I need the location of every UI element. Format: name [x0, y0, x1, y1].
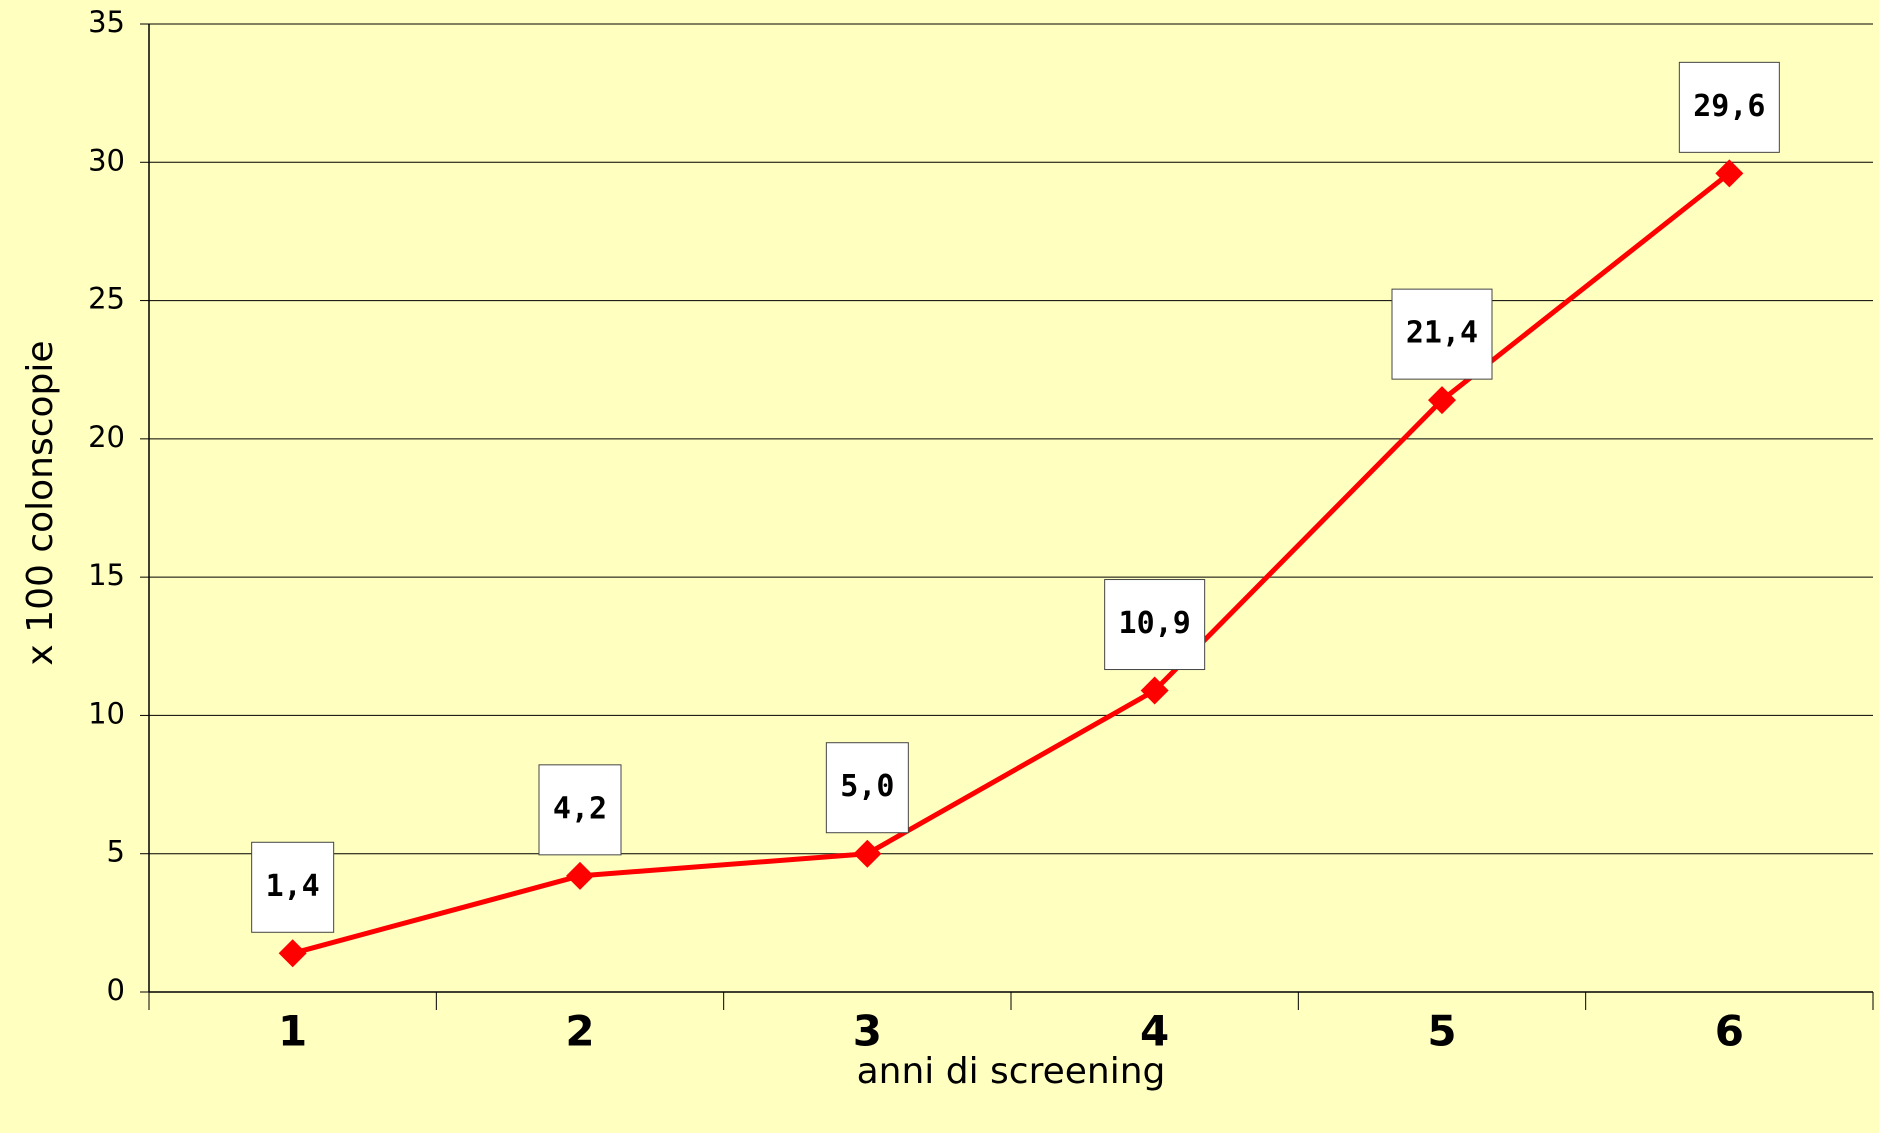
data-label-box — [1104, 579, 1206, 671]
y-tick-label: 35 — [88, 5, 125, 39]
y-tick-label: 30 — [88, 143, 125, 177]
data-label: 5,0 — [840, 769, 894, 804]
data-label: 10,9 — [1119, 606, 1191, 641]
data-label-box — [1391, 288, 1493, 380]
y-tick-label: 15 — [88, 558, 125, 592]
y-tick-label: 10 — [88, 696, 125, 730]
x-axis-title: anni di screening — [857, 1051, 1166, 1092]
data-label: 1,4 — [266, 869, 320, 904]
data-label-box — [251, 841, 335, 933]
y-tick-label: 5 — [107, 835, 125, 869]
x-tick-label: 6 — [1715, 1007, 1744, 1056]
data-label: 29,6 — [1693, 89, 1765, 124]
marker — [853, 839, 882, 868]
x-tick-label: 5 — [1427, 1007, 1456, 1056]
line — [292, 171, 1731, 956]
y-tick-label: 0 — [107, 973, 125, 1007]
data-label-box — [1678, 61, 1780, 153]
x-tick-label: 3 — [853, 1007, 882, 1056]
x-tick-label: 1 — [278, 1007, 307, 1056]
marker — [1715, 159, 1744, 188]
y-axis-title: x 100 colonscopie — [20, 340, 61, 665]
x-tick-label: 2 — [565, 1007, 594, 1056]
data-label-box — [538, 764, 622, 856]
data-label: 4,2 — [553, 791, 607, 826]
marker — [278, 939, 307, 968]
marker — [1428, 386, 1456, 415]
data-label: 21,4 — [1406, 316, 1478, 351]
y-tick-label: 20 — [88, 420, 125, 454]
data-label-box — [825, 742, 909, 834]
marker — [1140, 676, 1169, 705]
y-tick-label: 25 — [88, 282, 125, 316]
x-tick-label: 4 — [1140, 1007, 1169, 1056]
marker — [566, 861, 594, 890]
